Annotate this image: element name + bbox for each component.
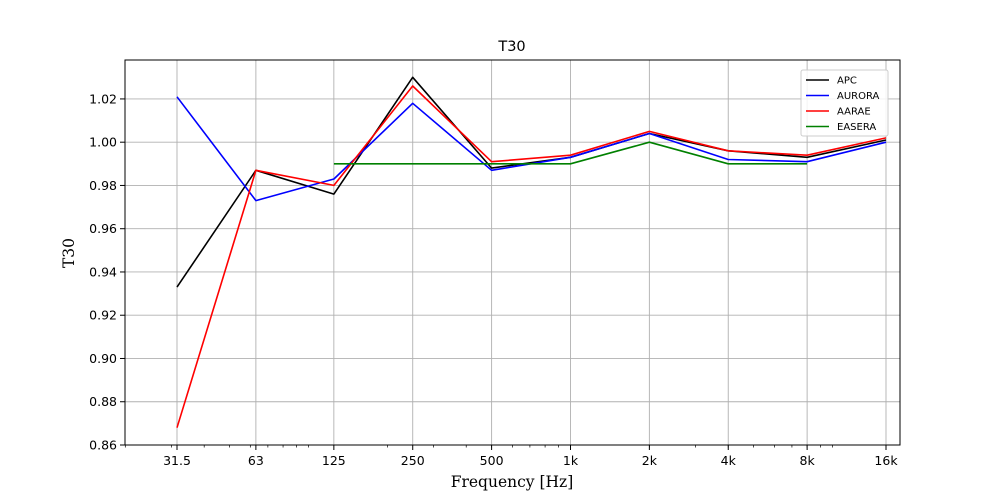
legend-label: AARAE <box>837 107 871 118</box>
x-axis-ticks: 31.5 63 125 250 500 1k 2k 4k 8k 16k <box>124 445 898 468</box>
y-tick-label: 0.98 <box>89 178 117 193</box>
x-tick-label: 250 <box>401 453 425 468</box>
y-tick-label: 1.00 <box>89 135 117 150</box>
legend-label: APC <box>837 76 857 87</box>
y-axis-ticks: 0.86 0.88 0.90 0.92 0.94 0.96 0.98 1.00 1.02 <box>89 91 125 453</box>
x-tick-label: 63 <box>248 453 264 468</box>
y-tick-label: 0.92 <box>89 308 117 323</box>
x-tick-label: 31.5 <box>163 453 191 468</box>
series-line-aarae <box>176 85 887 428</box>
x-tick-label: 1k <box>563 453 579 468</box>
x-tick-label: 500 <box>480 453 504 468</box>
y-tick-label: 0.96 <box>89 221 117 236</box>
legend-label: AURORA <box>837 91 880 102</box>
y-tick-label: 0.94 <box>89 264 117 279</box>
series-line-apc <box>176 76 887 288</box>
series-lines <box>176 76 887 428</box>
legend: APC AURORA AARAE EASERA <box>800 69 889 137</box>
legend-box <box>800 69 889 137</box>
x-axis-label: Frequency [Hz] <box>451 473 574 491</box>
chart-title: T30 <box>497 39 525 55</box>
grid <box>125 60 900 446</box>
series-line-easera <box>333 141 808 165</box>
x-tick-label: 16k <box>874 453 898 468</box>
x-tick-label: 8k <box>800 453 816 468</box>
y-tick-label: 0.88 <box>89 394 117 409</box>
x-tick-label: 2k <box>642 453 658 468</box>
y-axis-label: T30 <box>60 238 78 268</box>
x-tick-label: 125 <box>322 453 346 468</box>
y-tick-label: 1.02 <box>89 91 117 106</box>
legend-label: EASERA <box>837 122 876 133</box>
y-tick-label: 0.90 <box>89 351 117 366</box>
y-tick-label: 0.86 <box>89 438 117 453</box>
x-tick-label: 4k <box>721 453 737 468</box>
plot-frame <box>124 59 901 446</box>
